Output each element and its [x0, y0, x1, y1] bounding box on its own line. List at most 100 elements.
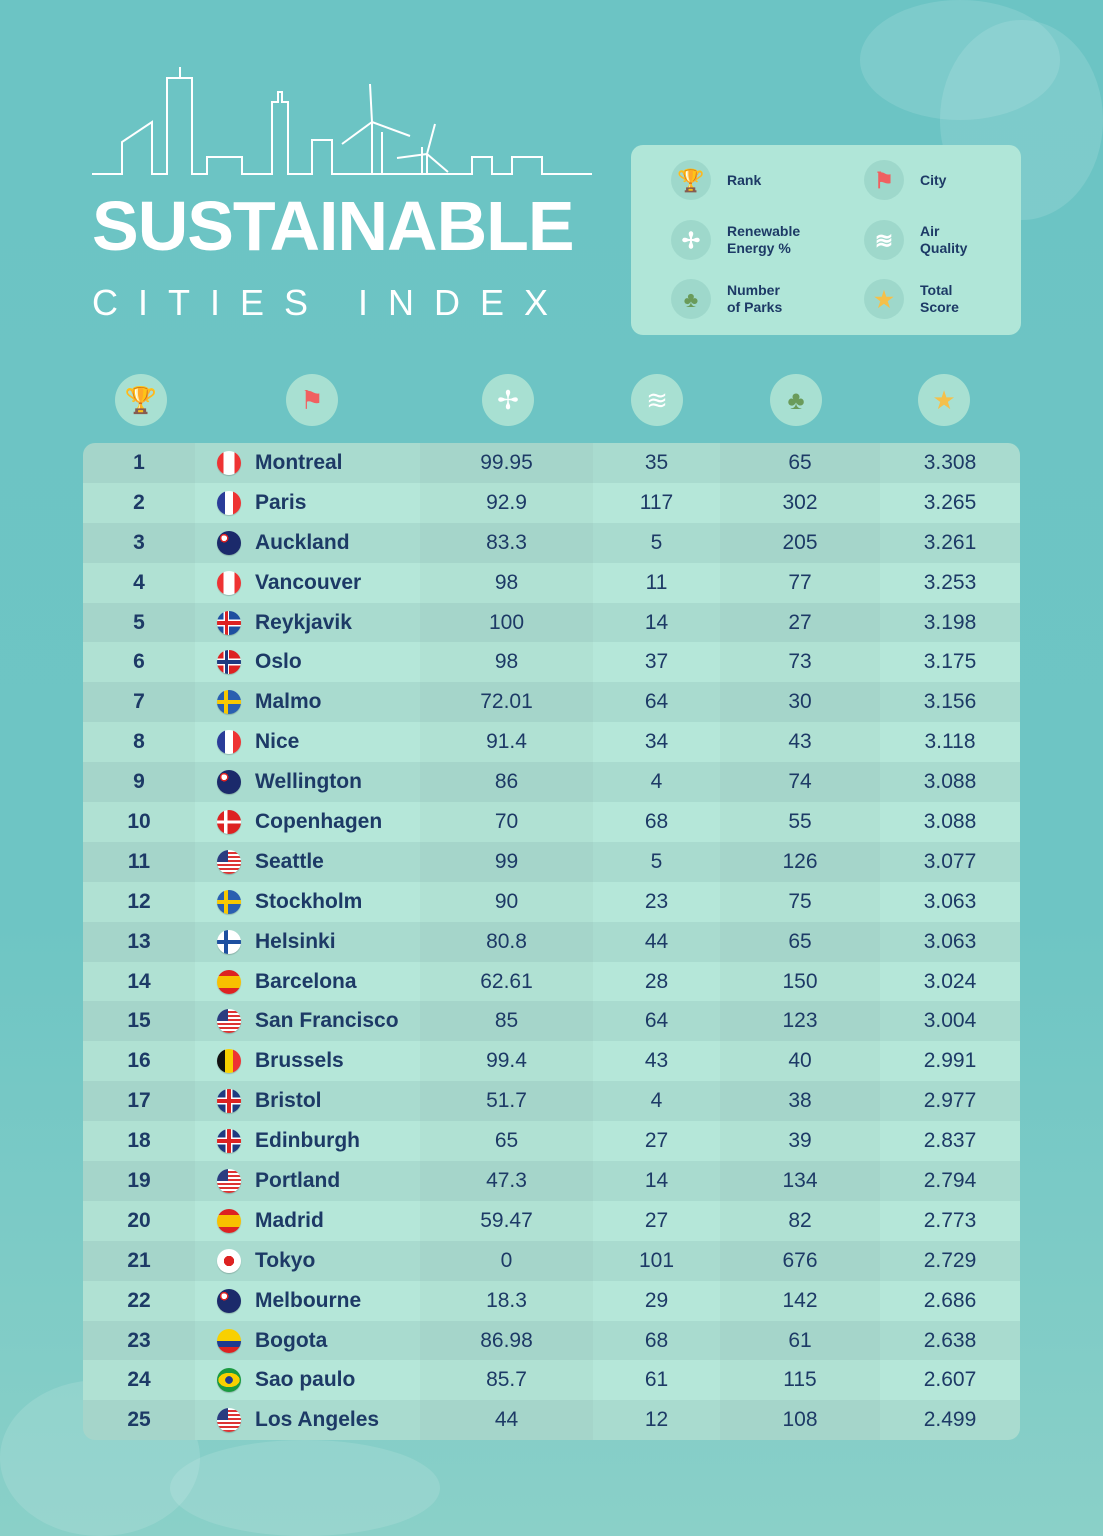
air-quality-cell: 117	[639, 490, 674, 514]
flag-se-icon	[217, 889, 241, 914]
parks-cell: 77	[720, 563, 880, 603]
flag-nz-icon	[217, 530, 241, 555]
city-cell: Sao paulo	[195, 1360, 420, 1400]
city-name: Portland	[255, 1168, 341, 1192]
score-cell: 2.686	[923, 1288, 977, 1312]
score-cell: 3.077	[923, 849, 977, 873]
city-cell: Melbourne	[195, 1281, 420, 1321]
city-name: Barcelona	[255, 969, 357, 993]
city-cell: Reykjavik	[195, 603, 420, 643]
city-name: Helsinki	[255, 929, 336, 953]
legend-item: ✢ Renewable Energy %	[671, 220, 800, 260]
legend-item: ≋ Air Quality	[864, 220, 967, 260]
parks-cell: 75	[720, 882, 880, 922]
air-quality-cell: 43	[644, 1049, 669, 1073]
rank-cell: 3	[83, 523, 195, 563]
parks-cell: 676	[720, 1241, 880, 1281]
city-name: Nice	[255, 730, 300, 754]
trophy-icon: 🏆	[115, 374, 167, 426]
parks-cell: 142	[720, 1281, 880, 1321]
flag-is-icon	[217, 610, 241, 635]
renewable-cell: 18.3	[420, 1281, 593, 1321]
score-cell: 3.063	[923, 889, 977, 913]
flag-es-icon	[217, 1208, 241, 1233]
legend-label: Air Quality	[920, 223, 967, 257]
parks-cell: 123	[720, 1001, 880, 1041]
legend-label: Number of Parks	[727, 282, 782, 316]
flag-ca-icon	[217, 450, 241, 475]
score-cell: 3.261	[923, 530, 977, 554]
city-cell: Tokyo	[195, 1241, 420, 1281]
rank-cell: 4	[83, 563, 195, 603]
trees-icon: ♣	[671, 279, 711, 319]
legend-label-line1: Total	[920, 282, 953, 298]
score-cell: 2.977	[923, 1089, 977, 1113]
rank-cell: 9	[83, 762, 195, 802]
renewable-cell: 83.3	[420, 523, 593, 563]
flag-us-icon	[217, 1009, 241, 1034]
cities-table: 1 Montreal 99.95 35 65 3.308 2 Paris 92.9 117 302 3…	[83, 443, 1020, 1441]
trees-icon: ♣	[770, 374, 822, 426]
city-name: Reykjavik	[255, 610, 352, 634]
parks-cell: 108	[720, 1400, 880, 1440]
table-row: 16 Brussels 99.4 43 40 2.991	[83, 1041, 1020, 1082]
city-name: Bogota	[255, 1328, 328, 1352]
air-quality-cell: 4	[650, 770, 663, 794]
air-quality-cell: 27	[644, 1129, 669, 1153]
star-icon: ★	[864, 279, 904, 319]
city-name: Bristol	[255, 1089, 322, 1113]
city-cell: Edinburgh	[195, 1121, 420, 1161]
flag-us-icon	[217, 1408, 241, 1433]
score-cell: 2.499	[923, 1408, 977, 1432]
table-row: 15 San Francisco 85 64 123 3.004	[83, 1001, 1020, 1042]
renewable-cell: 91.4	[420, 722, 593, 762]
legend-label: Rank	[727, 172, 761, 189]
city-name: Stockholm	[255, 889, 363, 913]
city-name: Copenhagen	[255, 809, 383, 833]
city-cell: Barcelona	[195, 962, 420, 1002]
flag-dk-icon	[217, 809, 241, 834]
table-row: 19 Portland 47.3 14 134 2.794	[83, 1161, 1020, 1201]
renewable-cell: 98	[420, 563, 593, 603]
parks-cell: 134	[720, 1161, 880, 1201]
legend-label-line1: City	[920, 171, 947, 188]
rank-cell: 8	[83, 722, 195, 762]
rank-cell: 11	[83, 842, 195, 882]
city-name: Seattle	[255, 849, 324, 873]
score-cell: 3.308	[923, 450, 977, 474]
score-cell: 2.837	[923, 1129, 977, 1153]
legend-item: 🏆 Rank	[671, 160, 761, 200]
city-cell: Helsinki	[195, 922, 420, 962]
parks-cell: 115	[720, 1360, 880, 1400]
parks-cell: 40	[720, 1041, 880, 1081]
renewable-cell: 86	[420, 762, 593, 802]
renewable-cell: 80.8	[420, 922, 593, 962]
score-cell: 2.794	[923, 1168, 977, 1192]
renewable-cell: 100	[420, 603, 593, 643]
city-cell: Brussels	[195, 1041, 420, 1081]
renewable-cell: 99	[420, 842, 593, 882]
legend: 🏆 Rank ⚑ City ✢ Renewable Energy % ≋ Air Quality ♣…	[631, 145, 1021, 335]
city-cell: Stockholm	[195, 882, 420, 922]
city-cell: Los Angeles	[195, 1400, 420, 1440]
flag-be-icon	[217, 1049, 241, 1074]
score-cell: 3.265	[923, 490, 977, 514]
air-quality-cell: 64	[644, 1009, 669, 1033]
air-quality-cell: 28	[644, 969, 669, 993]
renewable-cell: 51.7	[420, 1081, 593, 1121]
wind-air-icon: ≋	[631, 374, 683, 426]
air-quality-cell: 29	[644, 1288, 669, 1312]
flag-fr-icon	[217, 490, 241, 515]
city-cell: Nice	[195, 722, 420, 762]
city-name: Los Angeles	[255, 1408, 380, 1432]
city-name: Wellington	[255, 770, 362, 794]
city-cell: Vancouver	[195, 563, 420, 603]
score-cell: 3.063	[923, 929, 977, 953]
legend-label-line2: Quality	[920, 240, 968, 256]
flag-us-icon	[217, 1168, 241, 1193]
table-row: 9 Wellington 86 4 74 3.088	[83, 762, 1020, 803]
table-row: 23 Bogota 86.98 68 61 2.638	[83, 1320, 1020, 1361]
table-row: 6 Oslo 98 37 73 3.175	[83, 642, 1020, 683]
score-cell: 2.607	[923, 1368, 977, 1392]
renewable-cell: 44	[420, 1400, 593, 1440]
